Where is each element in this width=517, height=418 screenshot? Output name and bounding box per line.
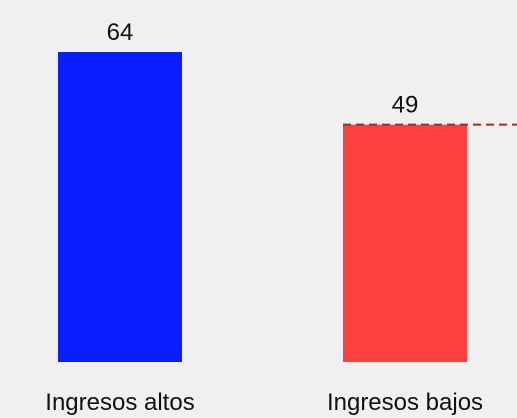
category-labels-layer: Ingresos altos Ingresos bajos: [45, 389, 483, 416]
bar-ingresos-bajos: [343, 124, 467, 362]
value-labels-layer: 64 49: [107, 19, 419, 119]
bar-ingresos-altos: [58, 52, 182, 362]
value-label-ingresos-altos: 64: [107, 19, 134, 46]
bars-layer: [58, 52, 467, 362]
value-label-ingresos-bajos: 49: [392, 92, 419, 119]
category-label-ingresos-bajos: Ingresos bajos: [327, 389, 483, 416]
category-label-ingresos-altos: Ingresos altos: [45, 389, 194, 416]
